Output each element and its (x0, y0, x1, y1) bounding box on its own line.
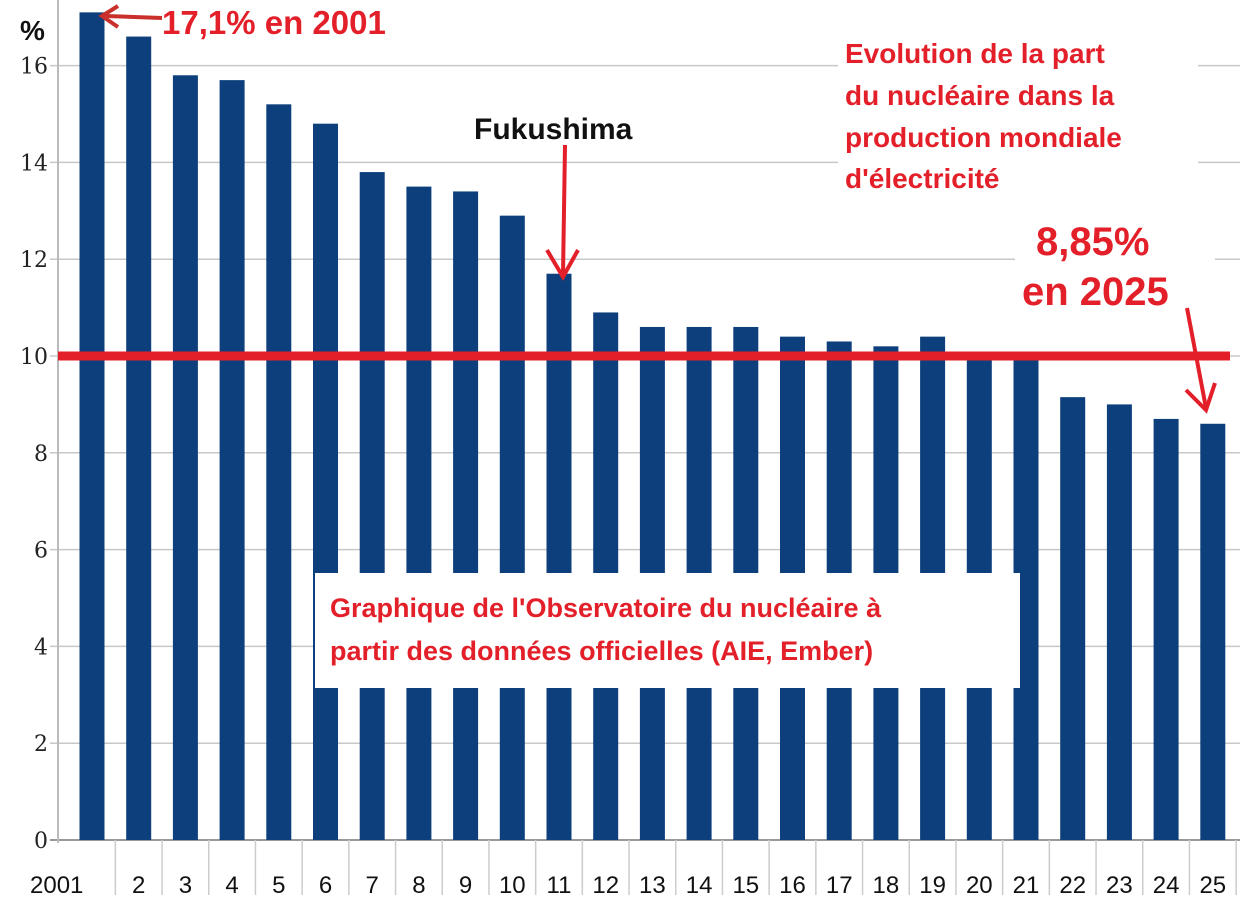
first-value-arrowhead-icon (98, 4, 120, 29)
x-tick-label: 25 (1199, 872, 1226, 899)
x-tick-label: 22 (1059, 872, 1086, 899)
last-value-annotation: 8,85% (1036, 220, 1149, 264)
bar (1200, 423, 1226, 840)
title-line: d'électricité (845, 163, 1000, 194)
x-tick-label: 4 (225, 872, 238, 899)
title-line: Evolution de la part (845, 38, 1105, 69)
fukushima-arrowhead-icon (545, 248, 580, 282)
x-tick-label: 11 (547, 872, 572, 899)
title-line: du nucléaire dans la (845, 80, 1115, 111)
chart-title: Evolution de la part du nucléaire dans l… (845, 38, 1122, 194)
x-tick-label: 15 (732, 872, 759, 899)
x-tick-label: 3 (179, 872, 192, 899)
bar (499, 215, 525, 840)
title-background (838, 30, 1198, 200)
first-value-annotation: 17,1% en 2001 (162, 4, 386, 41)
x-tick-label: 2001 (30, 872, 83, 899)
x-tick-label: 18 (873, 872, 900, 899)
y-axis-label: % (20, 15, 45, 46)
x-tick-label: 14 (686, 872, 713, 899)
source-box (315, 573, 1020, 688)
bar (1106, 404, 1132, 840)
y-tick-label: 8 (34, 442, 48, 467)
y-tick-label: 0 (34, 829, 48, 854)
bar (1153, 418, 1179, 840)
y-tick-label: 14 (20, 151, 48, 176)
bar (359, 172, 385, 840)
last-value-background (1015, 210, 1215, 310)
first-value-arrow (105, 14, 163, 20)
last-value-arrow (1185, 307, 1208, 409)
bar (126, 36, 152, 841)
source-line: partir des données officielles (AIE, Emb… (330, 636, 873, 666)
bar (79, 12, 105, 841)
y-tick-label: 12 (20, 248, 48, 273)
bar (546, 273, 572, 841)
bar (266, 104, 292, 840)
last-value-arrowhead-icon (1184, 382, 1217, 414)
x-tick-label: 9 (459, 872, 472, 899)
x-tick-label: 20 (966, 872, 993, 899)
x-tick-label: 24 (1153, 872, 1180, 899)
y-tick-label: 2 (34, 732, 48, 757)
x-tick-label: 10 (499, 872, 526, 899)
bar (406, 186, 432, 841)
fukushima-annotation: Fukushima (474, 113, 633, 146)
last-year-annotation: en 2025 (1022, 270, 1169, 314)
x-tick-label: 21 (1013, 872, 1040, 899)
bar (172, 75, 198, 840)
y-tick-label: 16 (20, 55, 48, 80)
y-tick-label: 4 (34, 635, 48, 660)
x-tick-label: 6 (319, 872, 332, 899)
x-tick-label: 8 (412, 872, 425, 899)
bar (1060, 397, 1086, 840)
x-tick-label: 5 (272, 872, 285, 899)
y-tick-label: 6 (34, 539, 48, 564)
x-tick-label: 13 (639, 872, 666, 899)
title-line: production mondiale (845, 122, 1122, 153)
bar (219, 80, 245, 841)
source-line: Graphique de l'Observatoire du nucléaire… (330, 593, 882, 623)
x-tick-label: 19 (919, 872, 946, 899)
x-tick-label: 16 (779, 872, 806, 899)
x-tick-label: 23 (1106, 872, 1133, 899)
bar (453, 191, 479, 840)
fukushima-arrow (561, 144, 567, 276)
x-tick-label: 12 (592, 872, 619, 899)
y-tick-label: 10 (20, 345, 48, 370)
x-tick-label: 7 (366, 872, 379, 899)
fukushima-label-background (470, 105, 675, 145)
x-tick-label: 17 (826, 872, 853, 899)
x-tick-label: 2 (132, 872, 145, 899)
bar (313, 123, 338, 841)
